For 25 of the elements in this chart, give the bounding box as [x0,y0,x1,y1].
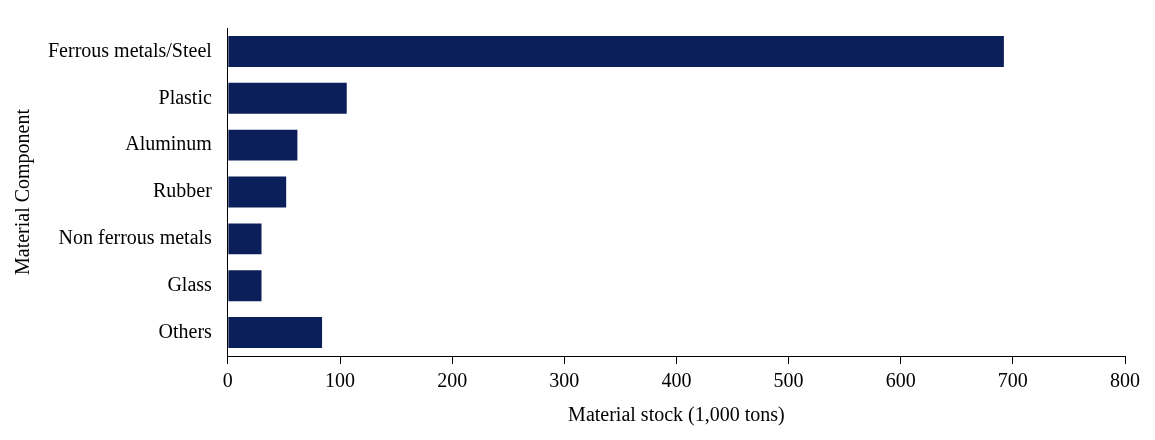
y-tick-label: Aluminum [125,132,213,155]
bar [228,129,298,161]
x-tick-label: 0 [222,369,233,392]
x-tick-label: 500 [773,369,804,392]
y-tick-label: Rubber [152,179,213,202]
x-tick-label: 100 [325,369,355,392]
y-tick-label: Others [158,319,213,342]
y-tick-label: Glass [167,272,213,295]
bar [228,176,287,208]
bar [228,35,1004,67]
x-axis-title: Material stock (1,000 tons) [568,403,785,427]
x-tick-label: 800 [1110,369,1140,392]
x-tick-label: 300 [549,369,580,392]
y-tick-label: Plastic [158,85,212,108]
bar [228,270,262,302]
y-tick-label: Non ferrous metals [58,226,213,249]
x-tick-label: 700 [997,369,1028,392]
bar [228,82,347,114]
bar [228,223,262,255]
y-axis-title: Material Component [11,108,35,276]
x-tick-label: 200 [437,369,468,392]
y-tick-label: Ferrous metals/Steel [48,38,213,61]
bar [228,317,323,349]
x-tick-label: 400 [661,369,692,392]
x-tick-label: 600 [885,369,916,392]
